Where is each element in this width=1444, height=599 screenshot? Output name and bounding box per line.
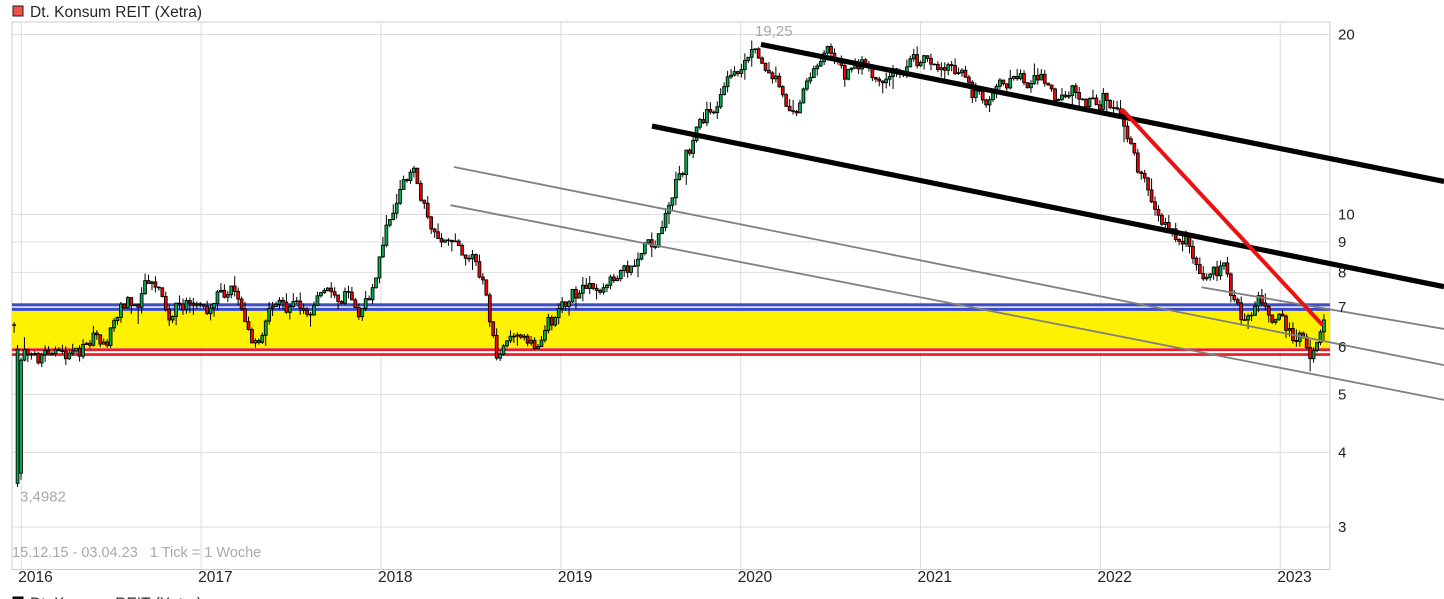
svg-text:2021: 2021 bbox=[918, 569, 952, 586]
svg-text:5: 5 bbox=[1338, 386, 1346, 403]
svg-text:2016: 2016 bbox=[18, 569, 52, 586]
svg-text:2017: 2017 bbox=[198, 569, 232, 586]
svg-text:3: 3 bbox=[1338, 519, 1346, 536]
svg-text:10: 10 bbox=[1338, 206, 1355, 223]
svg-text:6: 6 bbox=[1338, 339, 1346, 356]
svg-text:Dt. Konsum REIT (Xetra): Dt. Konsum REIT (Xetra) bbox=[30, 4, 202, 21]
svg-text:2020: 2020 bbox=[738, 569, 773, 586]
svg-text:2019: 2019 bbox=[558, 569, 592, 586]
svg-text:19,25: 19,25 bbox=[755, 23, 793, 40]
svg-text:Dt. Konsum REIT (Xetra): Dt. Konsum REIT (Xetra) bbox=[30, 596, 202, 599]
svg-text:15.12.15 - 03.04.23 1 Tick =: 15.12.15 - 03.04.23 1 Tick = 1 Woche bbox=[12, 545, 261, 561]
svg-text:2023: 2023 bbox=[1277, 569, 1311, 586]
svg-text:20: 20 bbox=[1338, 27, 1355, 44]
svg-text:4: 4 bbox=[1338, 444, 1346, 461]
svg-text:2022: 2022 bbox=[1097, 569, 1131, 586]
svg-text:3,4982: 3,4982 bbox=[20, 489, 66, 506]
svg-text:7: 7 bbox=[1338, 299, 1346, 316]
svg-text:9: 9 bbox=[1338, 234, 1346, 251]
svg-text:2018: 2018 bbox=[378, 569, 412, 586]
svg-text:8: 8 bbox=[1338, 264, 1346, 281]
